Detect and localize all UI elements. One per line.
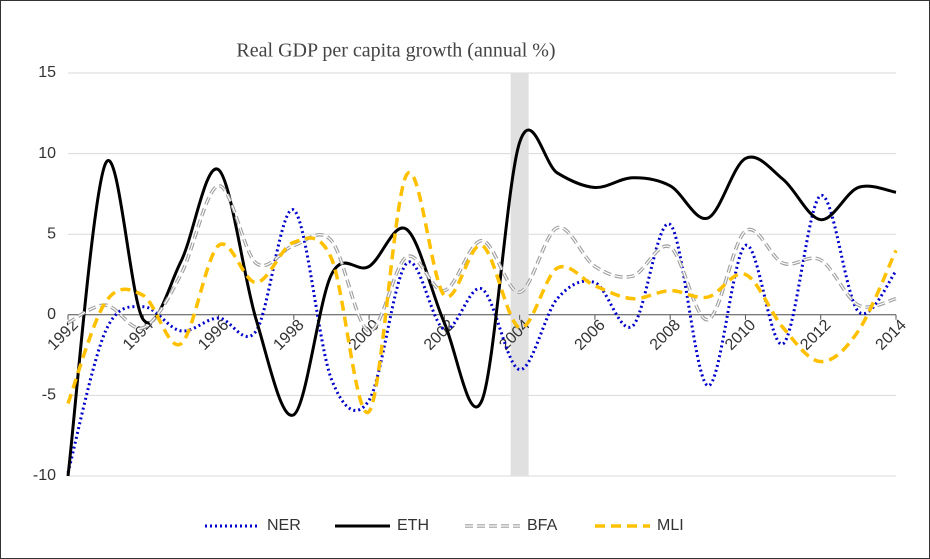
y-tick-label: 5 bbox=[47, 225, 56, 242]
legend-label: NER bbox=[267, 517, 301, 534]
y-tick-label: 10 bbox=[38, 145, 56, 162]
y-tick-label: -10 bbox=[33, 467, 56, 484]
highlight-band bbox=[510, 73, 529, 476]
chart-title: Real GDP per capita growth (annual %) bbox=[236, 40, 555, 62]
series-line bbox=[66, 193, 898, 474]
legend-label: MLI bbox=[657, 517, 684, 534]
series-line bbox=[66, 128, 897, 477]
legend-label: BFA bbox=[527, 517, 558, 534]
series-line bbox=[66, 170, 898, 415]
y-tick-label: 15 bbox=[38, 64, 56, 81]
legend-label: ETH bbox=[397, 517, 429, 534]
y-tick-label: -5 bbox=[42, 387, 56, 404]
series-line-inner bbox=[67, 185, 897, 332]
y-tick-label: 0 bbox=[47, 306, 56, 323]
